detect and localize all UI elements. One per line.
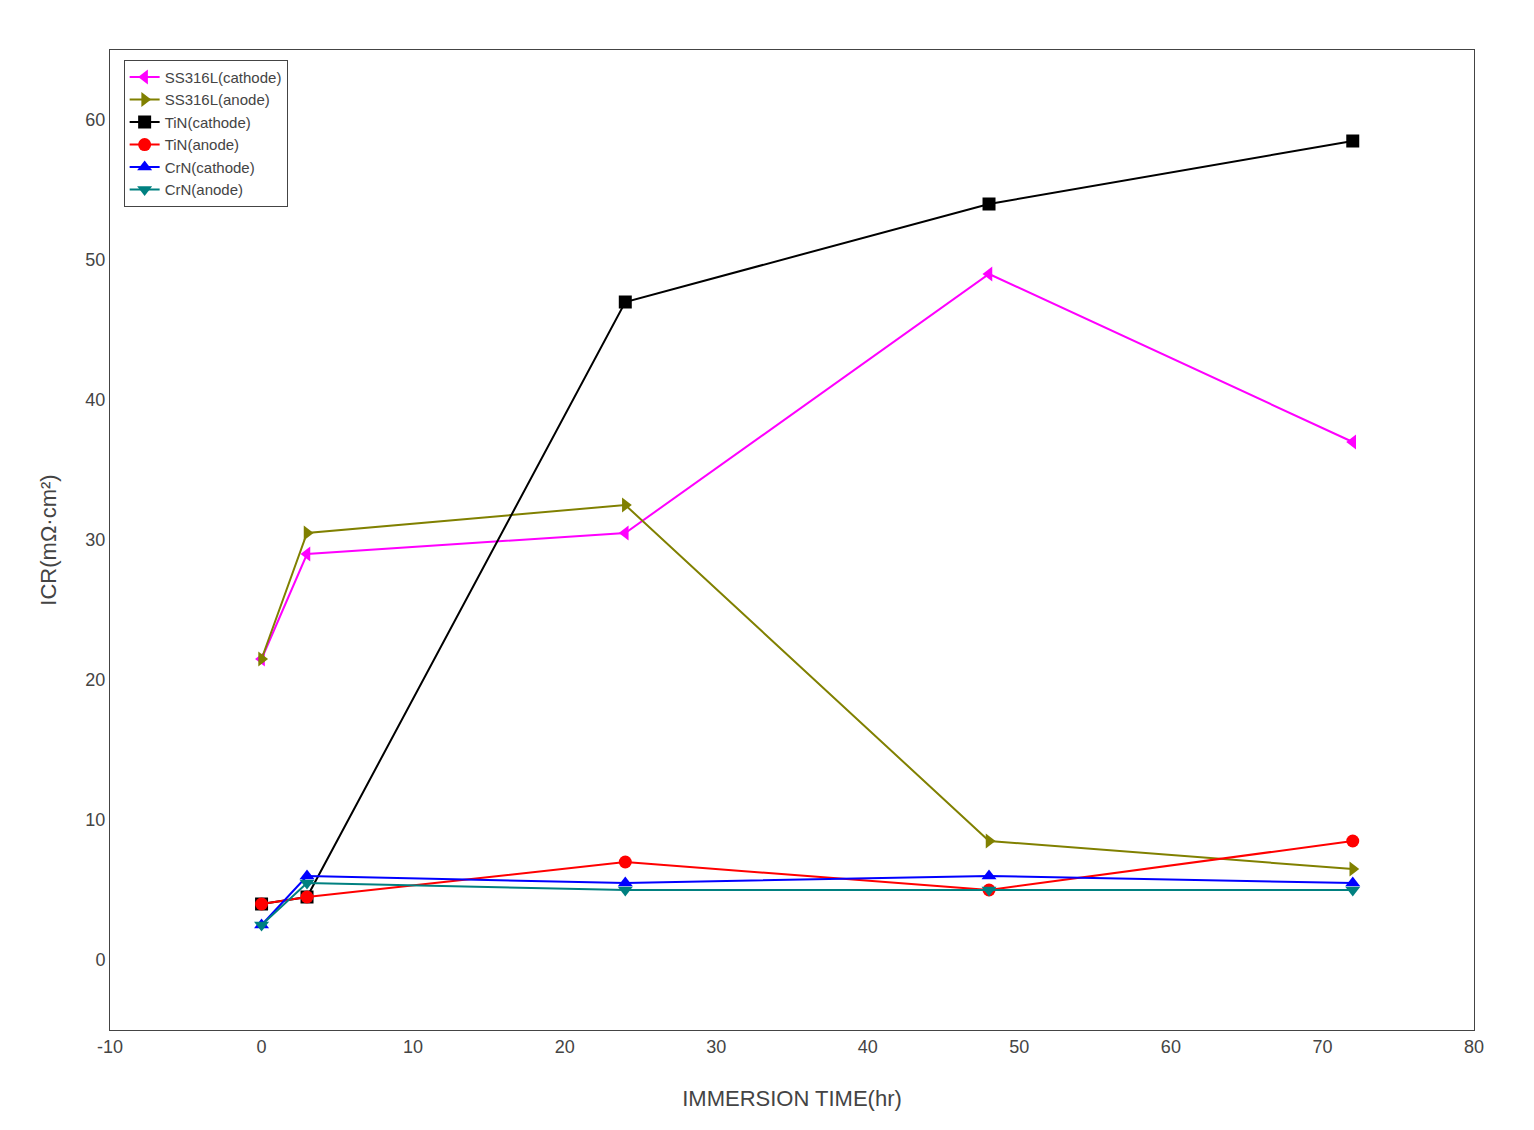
- svg-text:20: 20: [85, 670, 105, 690]
- svg-text:40: 40: [858, 1037, 878, 1057]
- svg-text:50: 50: [85, 250, 105, 270]
- svg-text:20: 20: [555, 1037, 575, 1057]
- svg-text:TiN(cathode): TiN(cathode): [165, 114, 251, 131]
- svg-text:60: 60: [1161, 1037, 1181, 1057]
- svg-text:IMMERSION TIME(hr): IMMERSION TIME(hr): [682, 1086, 902, 1111]
- svg-text:CrN(cathode): CrN(cathode): [165, 159, 255, 176]
- svg-text:10: 10: [403, 1037, 423, 1057]
- svg-text:40: 40: [85, 390, 105, 410]
- svg-text:30: 30: [85, 530, 105, 550]
- svg-text:30: 30: [706, 1037, 726, 1057]
- svg-text:-10: -10: [97, 1037, 123, 1057]
- svg-text:70: 70: [1312, 1037, 1332, 1057]
- svg-text:SS316L(anode): SS316L(anode): [165, 91, 270, 108]
- svg-text:ICR(mΩ·cm²): ICR(mΩ·cm²): [36, 474, 61, 605]
- svg-text:0: 0: [257, 1037, 267, 1057]
- svg-text:0: 0: [95, 950, 105, 970]
- svg-text:50: 50: [1009, 1037, 1029, 1057]
- svg-text:SS316L(cathode): SS316L(cathode): [165, 69, 282, 86]
- svg-text:TiN(anode): TiN(anode): [165, 136, 239, 153]
- svg-text:CrN(anode): CrN(anode): [165, 181, 243, 198]
- svg-text:10: 10: [85, 810, 105, 830]
- svg-text:60: 60: [85, 110, 105, 130]
- svg-text:80: 80: [1464, 1037, 1484, 1057]
